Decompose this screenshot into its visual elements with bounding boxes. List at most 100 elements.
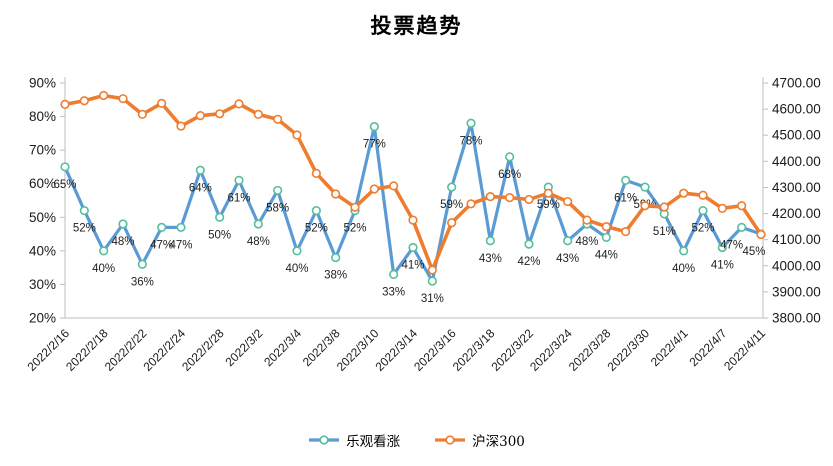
x-axis-tick-label: 2022/3/30 — [604, 326, 652, 374]
legend-label-optimistic: 乐观看涨 — [346, 434, 401, 450]
legend-marker-optimistic-icon — [309, 435, 340, 445]
data-point-csi300[interactable] — [447, 218, 457, 228]
data-point-optimistic[interactable] — [717, 242, 727, 253]
data-point-csi300[interactable] — [157, 98, 167, 108]
data-point-optimistic[interactable] — [427, 276, 437, 286]
data-point-csi300[interactable] — [273, 114, 283, 124]
chart-legend: 乐观看涨 沪深300 — [0, 430, 833, 450]
data-point-csi300[interactable] — [679, 188, 689, 198]
data-point-csi300[interactable] — [292, 130, 302, 140]
data-point-csi300[interactable] — [79, 96, 89, 106]
data-point-csi300[interactable] — [582, 215, 592, 225]
data-point-optimistic[interactable] — [698, 205, 708, 216]
data-point-optimistic[interactable] — [331, 252, 341, 263]
data-point-csi300[interactable] — [60, 99, 70, 110]
x-axis-labels: 2022/2/162022/2/182022/2/222022/2/242022… — [24, 326, 768, 374]
data-point-csi300[interactable] — [331, 189, 341, 199]
data-label-optimistic: 41% — [711, 260, 734, 272]
data-label-optimistic: 44% — [595, 249, 618, 261]
right-axis-tick-label: 4600.00 — [772, 102, 821, 117]
data-point-optimistic[interactable] — [505, 152, 515, 162]
legend-item-csi300[interactable]: 沪深300 — [434, 430, 525, 450]
data-point-csi300[interactable] — [756, 229, 766, 240]
data-point-csi300[interactable] — [253, 109, 263, 119]
data-point-csi300[interactable] — [717, 203, 727, 213]
data-point-optimistic[interactable] — [176, 222, 186, 232]
data-point-csi300[interactable] — [176, 121, 186, 131]
data-point-csi300[interactable] — [524, 194, 534, 205]
data-label-optimistic: 59% — [537, 199, 560, 211]
data-point-optimistic[interactable] — [99, 246, 109, 256]
data-point-optimistic[interactable] — [292, 246, 302, 256]
data-point-csi300[interactable] — [466, 199, 476, 209]
data-point-optimistic[interactable] — [389, 269, 399, 279]
data-point-optimistic[interactable] — [679, 246, 689, 256]
data-point-optimistic[interactable] — [137, 259, 147, 269]
right-axis-tick-label: 4300.00 — [772, 180, 821, 195]
data-point-optimistic[interactable] — [466, 118, 476, 128]
data-point-csi300[interactable] — [350, 202, 360, 212]
data-point-csi300[interactable] — [389, 181, 399, 191]
data-label-optimistic: 68% — [498, 169, 521, 181]
data-label-optimistic: 64% — [189, 182, 212, 194]
data-point-csi300[interactable] — [659, 202, 669, 212]
data-point-optimistic[interactable] — [369, 122, 379, 132]
data-point-csi300[interactable] — [311, 168, 321, 178]
data-label-optimistic: 65% — [53, 179, 76, 191]
data-point-optimistic[interactable] — [253, 219, 263, 229]
data-point-optimistic[interactable] — [79, 205, 89, 216]
data-point-optimistic[interactable] — [485, 236, 495, 246]
data-label-optimistic: 38% — [324, 270, 347, 282]
data-point-csi300[interactable] — [427, 265, 437, 275]
legend-marker-csi300-icon — [435, 435, 466, 445]
x-axis-tick-label: 2022/4/1 — [648, 326, 691, 369]
data-label-optimistic: 78% — [459, 135, 482, 147]
data-point-optimistic[interactable] — [524, 239, 534, 249]
data-label-optimistic: 47% — [150, 239, 173, 251]
data-point-csi300[interactable] — [543, 188, 553, 198]
data-label-optimistic: 61% — [227, 192, 250, 204]
data-point-csi300[interactable] — [737, 201, 747, 211]
data-point-csi300[interactable] — [369, 184, 379, 194]
data-point-optimistic[interactable] — [737, 222, 747, 232]
data-point-csi300[interactable] — [118, 94, 128, 104]
data-point-csi300[interactable] — [215, 109, 225, 119]
data-point-csi300[interactable] — [601, 222, 611, 232]
data-label-optimistic: 40% — [672, 263, 695, 275]
data-label-optimistic: 48% — [247, 236, 270, 248]
data-point-optimistic[interactable] — [60, 162, 70, 172]
left-axis-tick-label: 30% — [29, 277, 56, 292]
data-label-optimistic: 43% — [479, 253, 502, 265]
data-point-csi300[interactable] — [640, 201, 650, 211]
data-point-optimistic[interactable] — [215, 212, 225, 222]
data-point-csi300[interactable] — [99, 90, 109, 101]
data-label-optimistic: 47% — [169, 239, 192, 251]
data-point-optimistic[interactable] — [408, 242, 418, 253]
data-point-csi300[interactable] — [621, 226, 631, 237]
data-point-optimistic[interactable] — [640, 182, 650, 192]
data-point-optimistic[interactable] — [563, 236, 573, 246]
data-point-optimistic[interactable] — [273, 185, 283, 196]
left-axis-labels: 20% 30% 40% 50% 60% 70% 80% 90% — [29, 76, 65, 326]
data-point-optimistic[interactable] — [311, 205, 321, 216]
data-point-csi300[interactable] — [485, 191, 495, 202]
data-point-csi300[interactable] — [195, 111, 205, 121]
data-point-optimistic[interactable] — [157, 222, 167, 232]
data-point-csi300[interactable] — [563, 196, 573, 207]
data-point-optimistic[interactable] — [195, 165, 205, 175]
data-point-optimistic[interactable] — [118, 219, 128, 229]
data-point-csi300[interactable] — [698, 190, 708, 200]
data-point-optimistic[interactable] — [601, 232, 611, 243]
data-point-csi300[interactable] — [234, 99, 244, 109]
data-point-csi300[interactable] — [408, 215, 418, 225]
data-point-optimistic[interactable] — [621, 175, 631, 185]
data-point-optimistic[interactable] — [447, 182, 457, 192]
left-axis-tick-label: 70% — [29, 143, 56, 158]
legend-item-optimistic[interactable]: 乐观看涨 — [308, 430, 400, 450]
data-point-csi300[interactable] — [505, 193, 515, 203]
series-line-optimistic[interactable] — [63, 121, 763, 283]
data-point-csi300[interactable] — [137, 109, 147, 119]
x-axis-tick-label: 2022/4/11 — [721, 326, 768, 373]
data-point-optimistic[interactable] — [234, 175, 244, 185]
